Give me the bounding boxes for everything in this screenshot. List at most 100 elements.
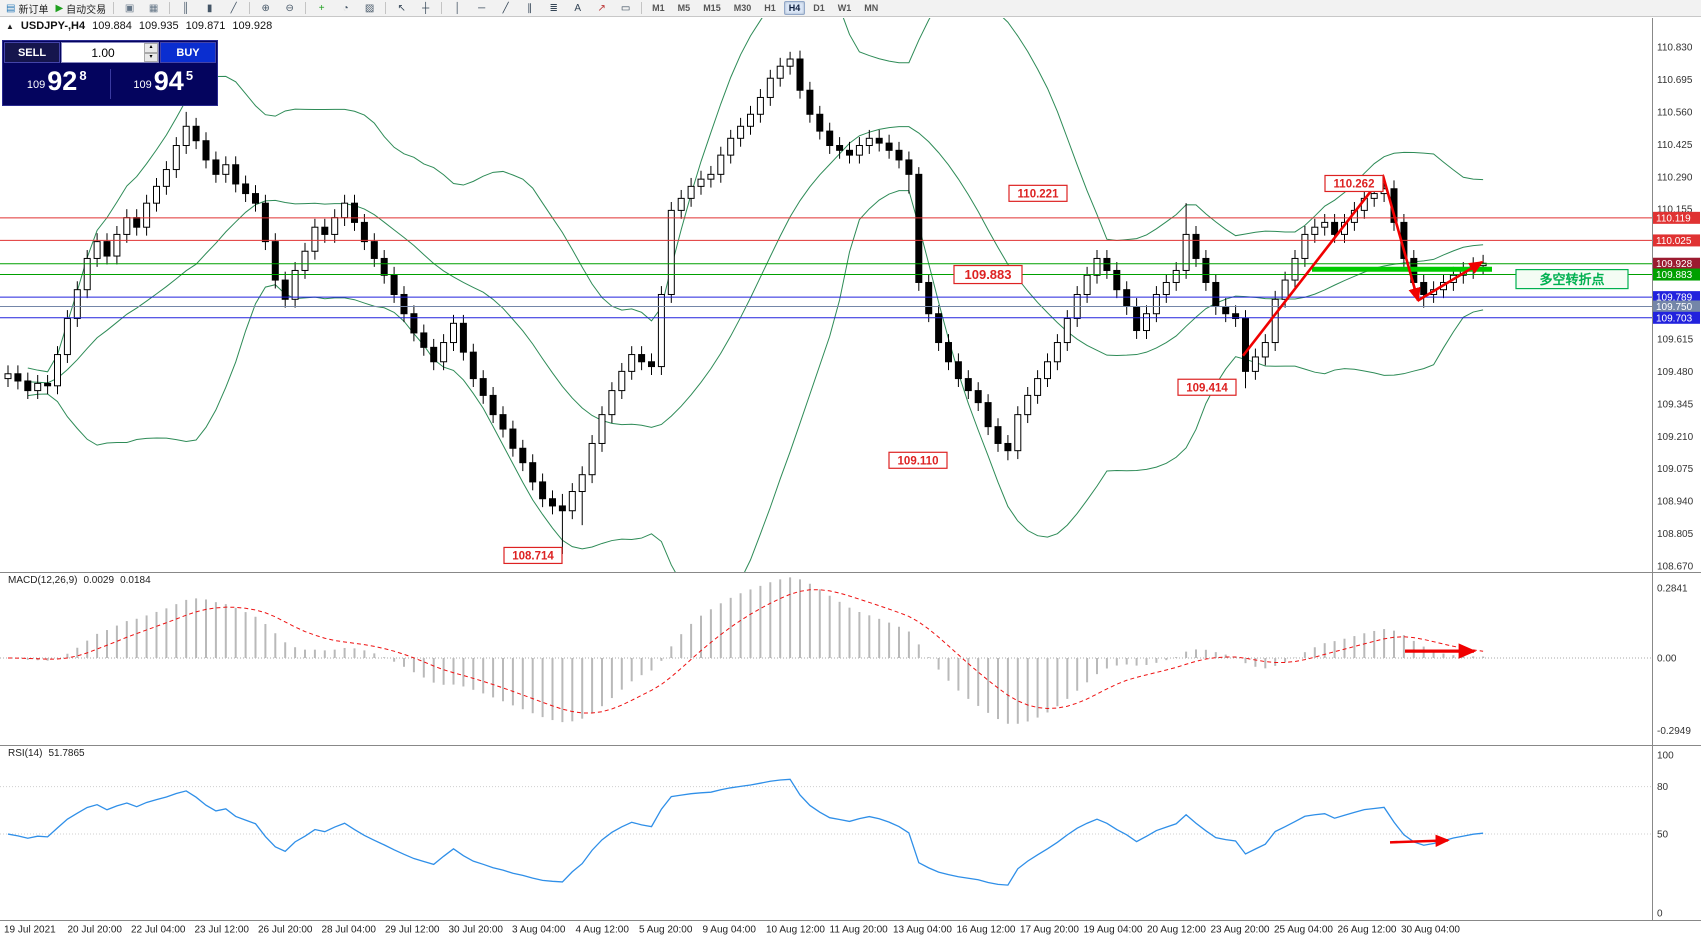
timeframe-mn-button[interactable]: MN [864, 3, 879, 13]
timeframe-h1-button[interactable]: H1 [764, 3, 776, 13]
periods-icon: ◔ [342, 2, 349, 14]
svg-text:109.414: 109.414 [1186, 382, 1228, 394]
timeframe-m15-button[interactable]: M15 [703, 3, 721, 13]
svg-text:108.714: 108.714 [512, 551, 554, 563]
price-annotation[interactable]: 108.714 [503, 546, 563, 565]
trend-arrows[interactable] [1241, 174, 1484, 357]
svg-text:-0.2949: -0.2949 [1657, 726, 1691, 737]
buy-price-big: 94 [153, 66, 184, 96]
sell-button[interactable]: SELL [4, 42, 60, 63]
vertical-line-tool-button[interactable]: │ [446, 0, 469, 17]
svg-text:110.695: 110.695 [1657, 75, 1693, 86]
svg-text:30 Aug 04:00: 30 Aug 04:00 [1401, 925, 1460, 936]
timeframe-h4-button[interactable]: H4 [783, 1, 806, 15]
price-annotations[interactable]: 110.221 110.262 109.883 109.414 109.110 108.7… [503, 174, 1384, 565]
price-annotation[interactable]: 110.221 [1008, 184, 1068, 202]
rsi-title: RSI(14) [8, 748, 43, 759]
volume-down-button[interactable]: ▾ [144, 52, 158, 62]
candlestick-chart-icon: ▮ [206, 2, 213, 14]
price-annotation[interactable]: 109.414 [1177, 378, 1237, 396]
crosshair-tool-button[interactable]: ┼ [414, 0, 437, 17]
svg-text:多空转折点: 多空转折点 [1539, 272, 1604, 287]
volume-input[interactable] [62, 43, 144, 62]
candlestick-chart-button[interactable]: ▮ [198, 0, 221, 17]
timeframe-w1-button[interactable]: W1 [837, 3, 852, 13]
buy-price[interactable]: 109 94 5 [111, 68, 217, 99]
indicators-button[interactable]: + [310, 0, 333, 17]
trendline-tool-icon: ╱ [502, 2, 509, 14]
trendline-tool-button[interactable]: ╱ [494, 0, 517, 17]
rsi-arrow[interactable] [1389, 834, 1450, 848]
arrows-tool-icon: ↗ [597, 2, 606, 14]
fibonacci-tool-icon: ≣ [549, 2, 558, 14]
price-scale[interactable]: 110.830 110.695 110.560 110.425 110.290 110.1… [1653, 43, 1700, 573]
svg-text:109.750: 109.750 [1656, 302, 1693, 313]
svg-text:108.940: 108.940 [1657, 497, 1694, 508]
toolbar-separator [385, 2, 387, 14]
shapes-tool-button[interactable]: ▭ [614, 0, 637, 17]
tile-windows-icon: ▦ [148, 2, 159, 14]
svg-text:109.210: 109.210 [1657, 432, 1694, 443]
cursor-tool-button[interactable]: ↖ [390, 0, 413, 17]
macd-value: 0.0029 [83, 575, 115, 586]
svg-text:108.805: 108.805 [1657, 529, 1694, 540]
turning-point-label[interactable]: 多空转折点 [1515, 268, 1629, 290]
volume-up-button[interactable]: ▴ [144, 43, 158, 53]
svg-text:17 Aug 20:00: 17 Aug 20:00 [1020, 925, 1079, 936]
arrows-tool-button[interactable]: ↗ [590, 0, 613, 17]
buy-price-prefix: 109 [133, 79, 152, 91]
svg-text:109.703: 109.703 [1656, 313, 1693, 324]
quote-open: 109.884 [92, 20, 132, 32]
price-annotation[interactable]: 110.262 [1324, 174, 1384, 193]
timeframe-d1-button[interactable]: D1 [813, 3, 825, 13]
symbol-direction-icon: ▲ [6, 21, 14, 31]
svg-text:22 Jul 04:00: 22 Jul 04:00 [131, 925, 186, 936]
cursor-tool-icon: ↖ [397, 2, 406, 14]
toolbar-separator [641, 2, 643, 14]
svg-text:20 Aug 12:00: 20 Aug 12:00 [1147, 925, 1206, 936]
macd-title: MACD(12,26,9) [8, 575, 78, 586]
text-tool-button[interactable]: A [566, 0, 589, 17]
timeframe-m5-button[interactable]: M5 [677, 3, 691, 13]
sell-price-prefix: 109 [26, 79, 46, 91]
svg-text:110.119: 110.119 [1656, 213, 1691, 224]
candlestick-series [4, 50, 1487, 554]
horizontal-line-tool-button[interactable]: ─ [470, 0, 493, 17]
macd-scale[interactable]: 0.2841 0.00 -0.2949 [1657, 584, 1691, 737]
timeframe-m30-button[interactable]: M30 [733, 3, 752, 13]
bar-chart-icon: ║ [182, 2, 190, 14]
sell-price-big: 92 [47, 66, 78, 96]
channel-tool-button[interactable]: ∥ [518, 0, 541, 17]
bar-chart-button[interactable]: ║ [174, 0, 197, 17]
time-scale[interactable]: 19 Jul 2021 20 Jul 20:00 22 Jul 04:00 23 Ju… [4, 925, 1460, 936]
price-annotation[interactable]: 109.110 [888, 451, 948, 469]
quote-low: 109.871 [185, 20, 226, 32]
rsi-scale[interactable]: 100 80 50 0 [1657, 751, 1674, 920]
line-chart-button[interactable]: ╱ [222, 0, 245, 17]
autotrading-button[interactable]: ▶ 自动交易 [52, 0, 109, 17]
svg-text:50: 50 [1657, 830, 1669, 841]
tile-windows-button[interactable]: ▦ [142, 0, 165, 17]
buy-button[interactable]: BUY [160, 42, 216, 63]
vertical-line-tool-icon: │ [454, 2, 461, 14]
price-divider [109, 68, 111, 99]
svg-text:110.560: 110.560 [1657, 107, 1693, 118]
line-chart-icon: ╱ [230, 2, 237, 14]
cascade-windows-button[interactable]: ▣ [118, 0, 141, 17]
quote-close: 109.928 [232, 20, 273, 32]
sell-price[interactable]: 109 92 8 [4, 68, 110, 99]
templates-icon: ▨ [364, 2, 375, 14]
horizontal-level-lines[interactable] [0, 217, 1652, 319]
price-annotation[interactable]: 109.883 [953, 264, 1023, 285]
periods-button[interactable]: ◔ [334, 0, 357, 17]
zoom-out-button[interactable]: ⊖ [278, 0, 301, 17]
svg-text:109.345: 109.345 [1657, 399, 1694, 410]
new-order-button[interactable]: ▤ 新订单 [3, 0, 51, 17]
templates-button[interactable]: ▨ [358, 0, 381, 17]
zoom-in-button[interactable]: ⊕ [254, 0, 277, 17]
timeframe-m1-button[interactable]: M1 [652, 3, 665, 13]
svg-text:110.155: 110.155 [1657, 205, 1693, 216]
fibonacci-tool-button[interactable]: ≣ [542, 0, 565, 17]
